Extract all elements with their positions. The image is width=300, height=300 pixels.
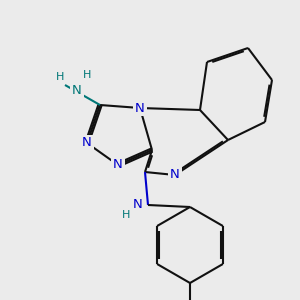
Text: H: H — [83, 70, 91, 80]
Text: N: N — [72, 83, 82, 97]
Text: N: N — [170, 169, 180, 182]
Text: N: N — [82, 136, 92, 149]
Text: H: H — [122, 210, 130, 220]
Text: N: N — [135, 101, 145, 115]
Text: H: H — [56, 72, 64, 82]
Text: N: N — [133, 199, 143, 212]
Text: N: N — [113, 158, 123, 172]
